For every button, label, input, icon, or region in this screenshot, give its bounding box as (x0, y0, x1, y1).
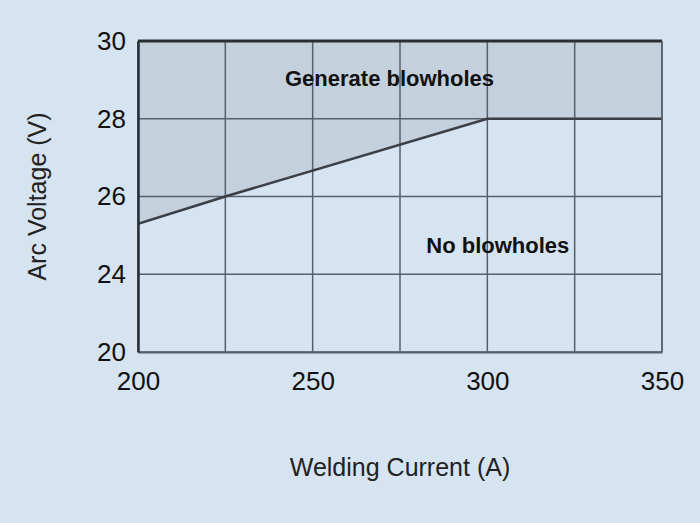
y-axis-line (137, 42, 140, 353)
grid-line (138, 351, 662, 353)
x-tick: 350 (641, 352, 684, 396)
x-tick-label: 300 (466, 366, 509, 396)
grid-line (137, 41, 139, 352)
x-tick: 300 (466, 352, 509, 396)
x-axis-title: Welding Current (A) (290, 453, 510, 481)
x-tick: 250 (291, 352, 334, 396)
y-tick: 30 (97, 26, 138, 56)
grid (138, 41, 662, 352)
x-tick-label: 350 (641, 366, 684, 396)
y-tick-label: 20 (97, 337, 126, 367)
background (0, 0, 700, 523)
y-tick: 26 (97, 181, 138, 211)
y-axis-title: Arc Voltage (V) (23, 112, 51, 280)
x-axis: 200 250 300 350 (117, 352, 684, 396)
chart: 200 250 300 350 20 24 26 28 30 Welding Current (A… (0, 0, 700, 523)
boundary-line (138, 119, 662, 224)
x-tick-label: 200 (117, 366, 160, 396)
grid-line (661, 41, 663, 352)
y-axis: 20 24 26 28 30 (97, 26, 138, 367)
y-tick-label: 24 (97, 259, 126, 289)
x-axis-line (139, 352, 663, 354)
grid-line (138, 40, 662, 42)
grid-line (138, 274, 662, 276)
annotation: No blowholes (426, 233, 569, 258)
x-tick-label: 250 (291, 366, 334, 396)
annotation: Generate blowholes (285, 66, 494, 91)
frame-right (661, 41, 663, 352)
y-tick-label: 26 (97, 181, 126, 211)
plot-lines (138, 119, 662, 224)
grid-line (138, 196, 662, 198)
frame-top (138, 40, 662, 43)
y-tick-label: 30 (97, 26, 126, 56)
y-tick: 24 (97, 259, 138, 289)
y-tick: 28 (97, 104, 138, 134)
y-tick: 20 (97, 337, 138, 367)
y-tick-label: 28 (97, 104, 126, 134)
